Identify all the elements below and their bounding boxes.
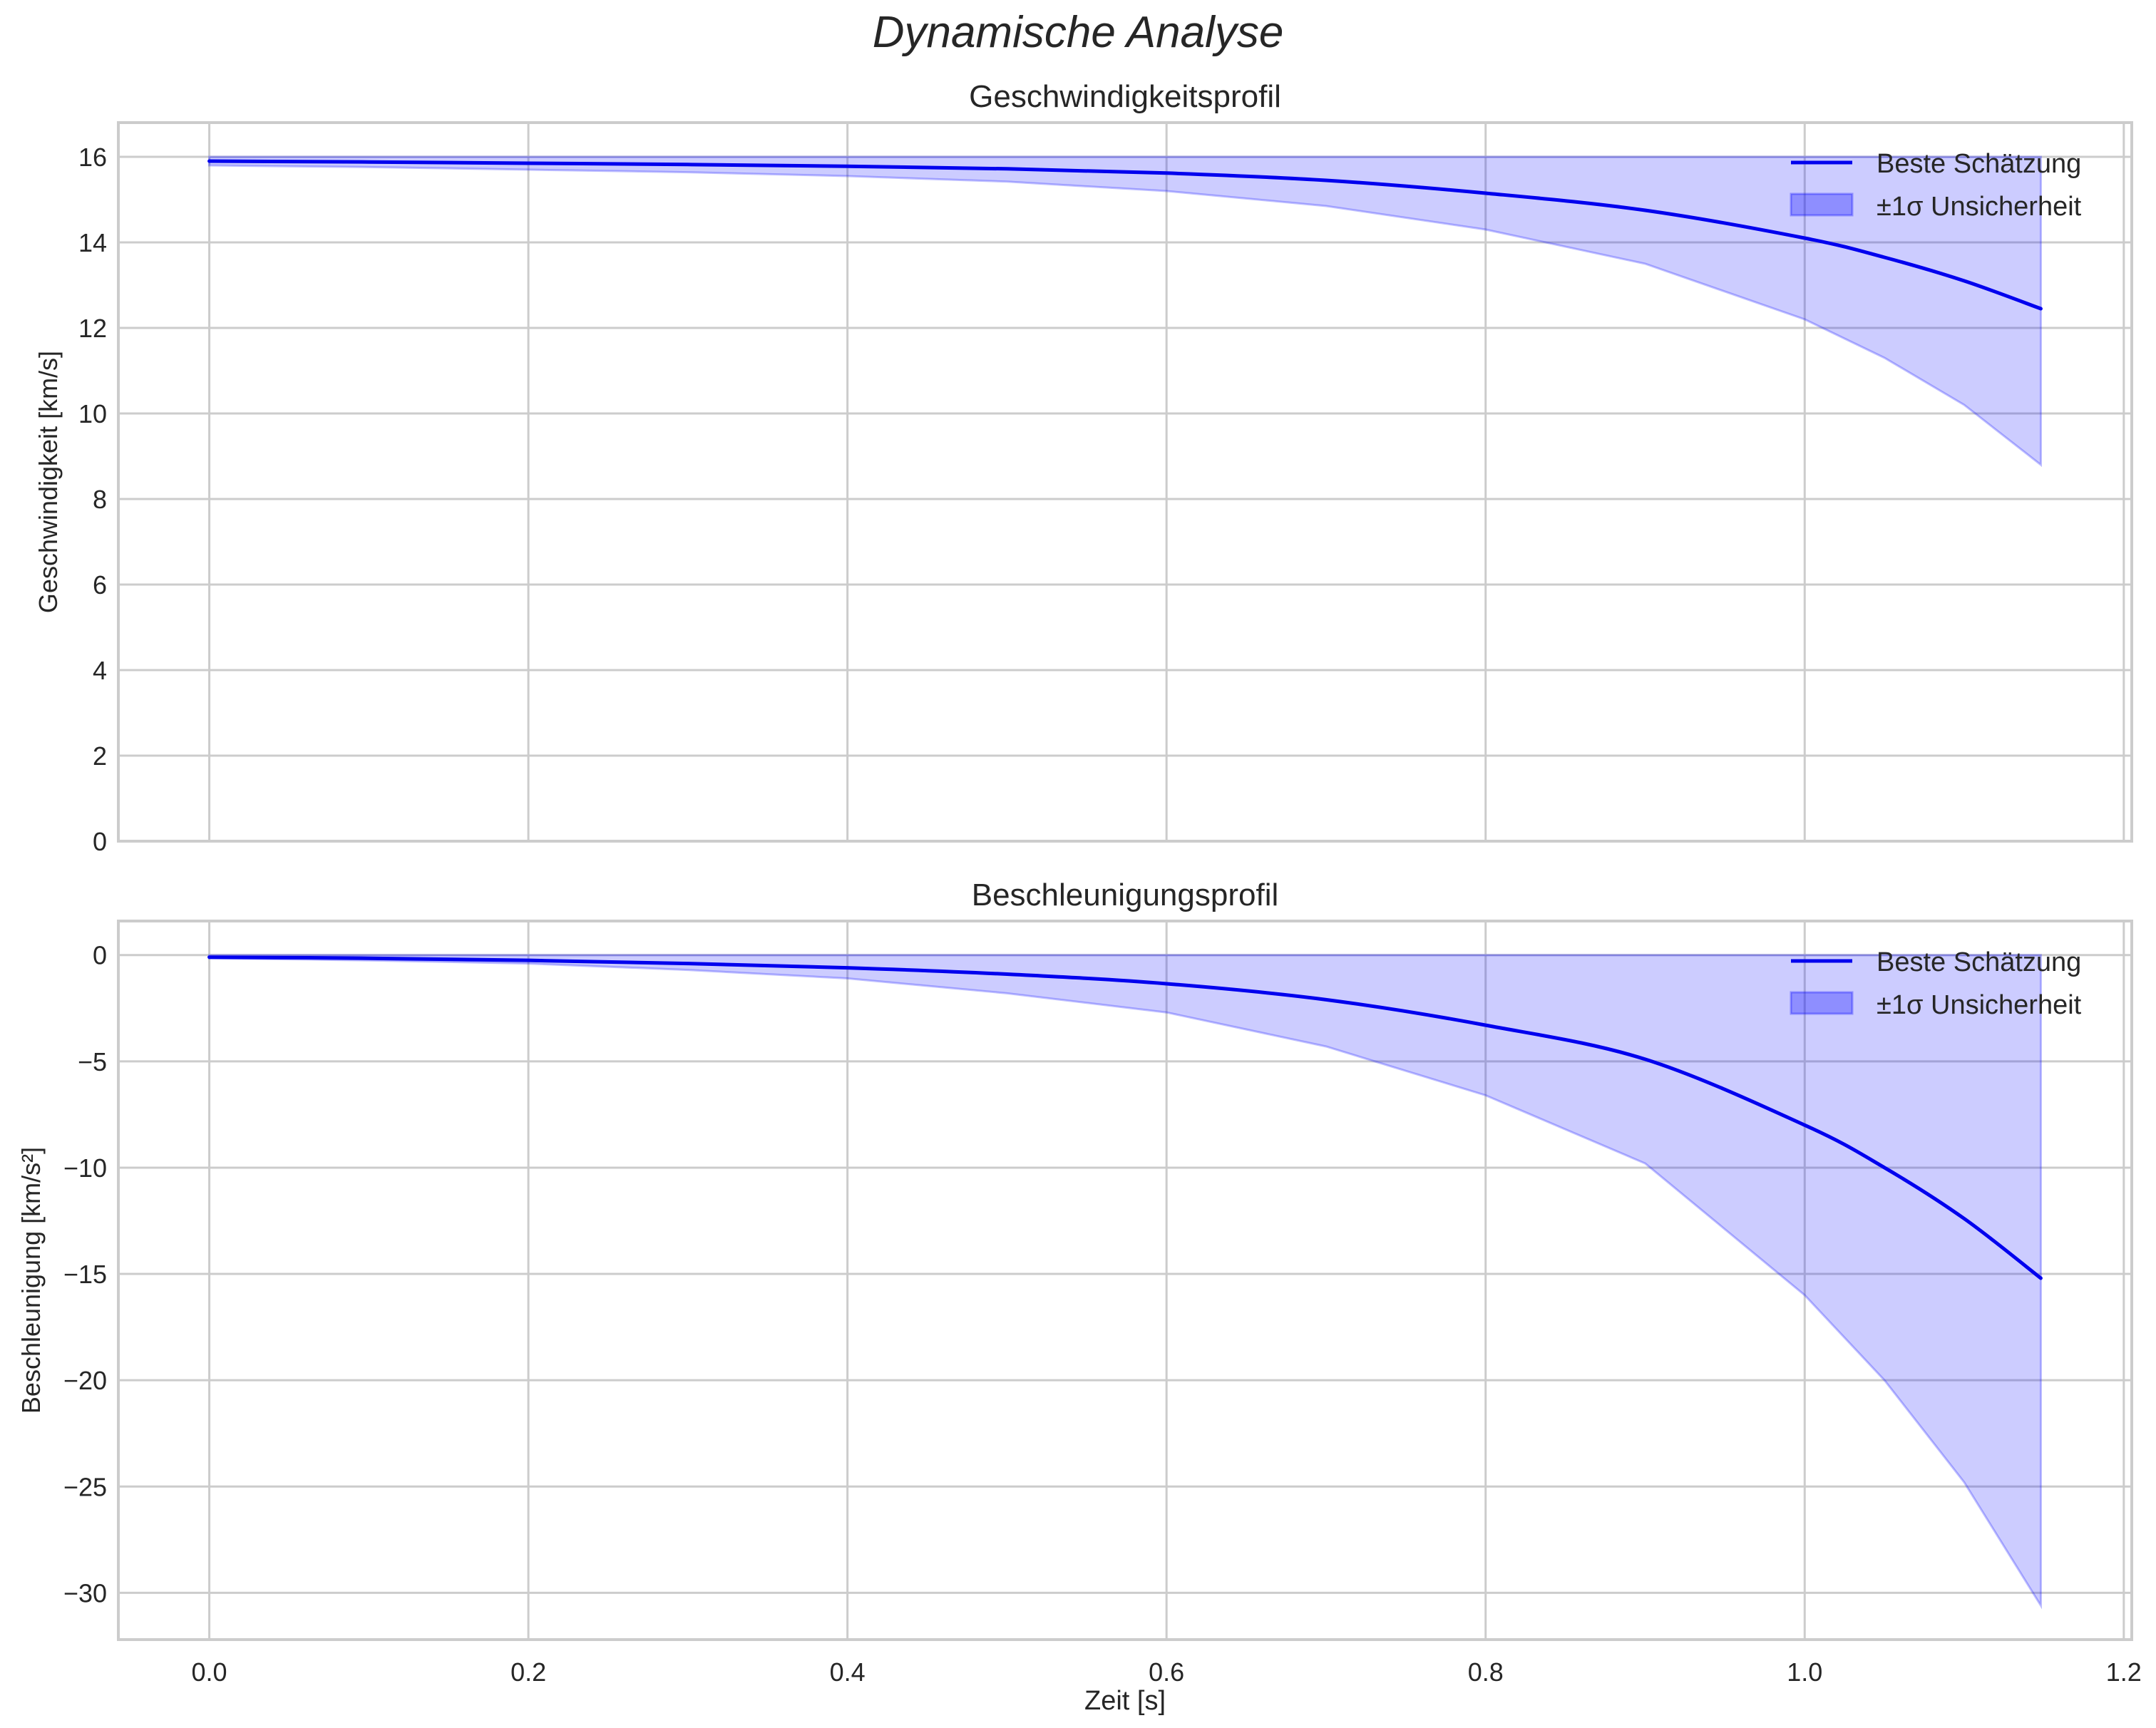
panel-title: Beschleunigungsprofil [972,878,1279,912]
y-axis-label: Geschwindigkeit [km/s] [34,351,63,613]
x-tick-label: 1.2 [2106,1657,2142,1687]
x-tick-label: 0.6 [1149,1657,1184,1687]
uncertainty-band [208,954,2042,1610]
y-tick-label: 6 [93,570,107,600]
y-tick-label: 0 [93,941,107,970]
y-tick-label: 12 [78,314,107,343]
legend-band-swatch [1790,991,1854,1015]
y-tick-label: 4 [93,656,107,685]
x-tick-label: 0.0 [192,1657,227,1687]
legend-label-best-estimate: Beste Schätzung [1877,149,2081,179]
legend-label-best-estimate: Beste Schätzung [1877,947,2081,977]
x-tick-label: 0.8 [1468,1657,1504,1687]
best-estimate-line [207,955,2043,1280]
y-tick-label: −30 [63,1578,107,1608]
y-tick-label: 16 [78,143,107,172]
velocity-panel: Geschwindigkeitsprofil 0 2 4 6 8 10 12 14 16 Gesch… [34,79,2133,856]
x-tick-label: 1.0 [1787,1657,1822,1687]
y-tick-label: −25 [63,1472,107,1501]
uncertainty-band [208,155,2042,468]
x-tick-label: 0.2 [510,1657,546,1687]
y-tick-label: 14 [78,228,107,257]
best-estimate-line [207,159,2043,311]
x-axis-label: Zeit [s] [1084,1686,1166,1716]
y-tick-label: 8 [93,485,107,514]
y-tick-label: 10 [78,399,107,428]
axes-frame [117,920,2133,1641]
y-tick-label: 2 [93,741,107,771]
y-tick-label: −5 [78,1047,107,1076]
y-tick-label: 0 [93,827,107,856]
figure-suptitle: Dynamische Analyse [872,8,1284,57]
legend-label-uncertainty: ±1σ Unsicherheit [1877,192,2082,222]
legend-label-uncertainty: ±1σ Unsicherheit [1877,990,2082,1020]
acceleration-panel: Beschleunigungsprofil 0.0 0.2 0.4 0.6 0.8 1.0 1… [16,878,2142,1687]
y-tick-label: −10 [63,1153,107,1183]
legend-band-swatch [1790,192,1854,217]
panel-title: Geschwindigkeitsprofil [969,79,1281,114]
y-axis-label: Beschleunigung [km/s²] [16,1147,46,1414]
axes-frame [117,121,2133,843]
y-tick-label: −15 [63,1260,107,1289]
x-tick-label: 0.4 [830,1657,866,1687]
y-tick-label: −20 [63,1366,107,1395]
